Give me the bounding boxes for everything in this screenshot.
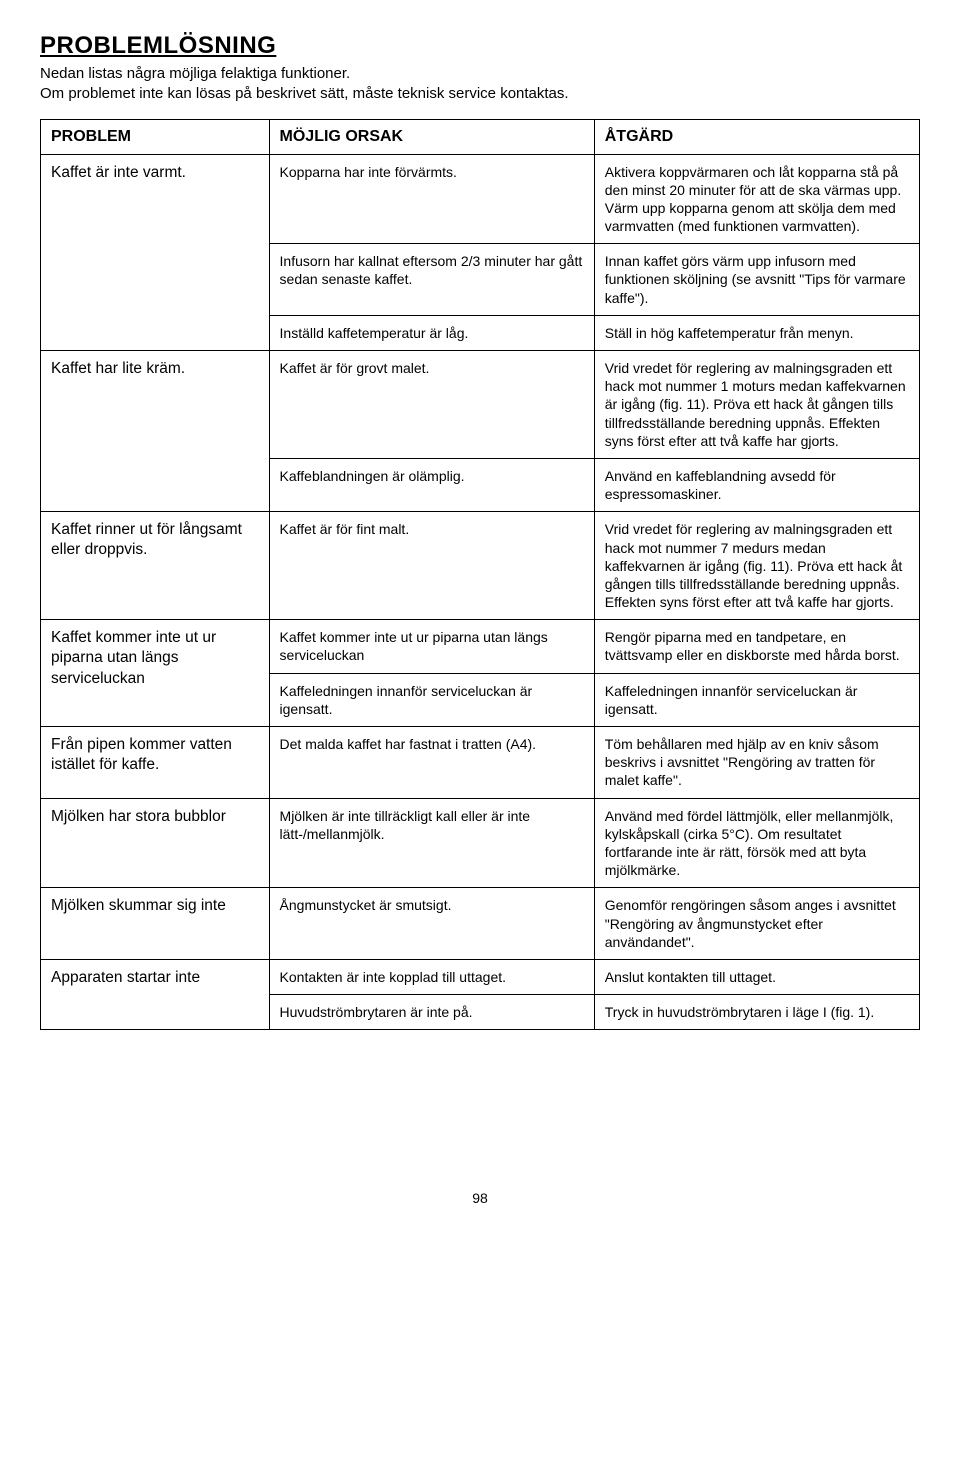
table-row: Kaffet rinner ut för långsamt eller drop… (41, 512, 920, 620)
fix-cell: Använd en kaffeblandning avsedd för espr… (594, 458, 919, 511)
cause-cell: Kaffeledningen innanför serviceluckan är… (269, 673, 594, 726)
fix-cell: Rengör piparna med en tandpetare, en tvä… (594, 620, 919, 673)
fix-cell: Vrid vredet för reglering av malningsgra… (594, 512, 919, 620)
fix-cell: Tryck in huvudströmbrytaren i läge I (fi… (594, 995, 919, 1030)
fix-cell: Anslut kontakten till uttaget. (594, 959, 919, 994)
table-header-row: PROBLEM MÖJLIG ORSAK ÅTGÄRD (41, 119, 920, 154)
intro-text: Nedan listas några möjliga felaktiga fun… (40, 64, 920, 105)
problem-cell: Kaffet är inte varmt. (41, 154, 270, 351)
fix-cell: Vrid vredet för reglering av malningsgra… (594, 351, 919, 459)
problem-cell: Apparaten startar inte (41, 959, 270, 1029)
problem-cell: Kaffet rinner ut för långsamt eller drop… (41, 512, 270, 620)
problem-cell: Kaffet har lite kräm. (41, 351, 270, 512)
problem-cell: Mjölken har stora bubblor (41, 798, 270, 888)
intro-line-2: Om problemet inte kan lösas på beskrivet… (40, 85, 569, 102)
table-row: Kaffet har lite kräm. Kaffet är för grov… (41, 351, 920, 459)
table-row: Från pipen kommer vatten istället för ka… (41, 727, 920, 799)
problem-cell: Mjölken skummar sig inte (41, 888, 270, 960)
fix-cell: Använd med fördel lättmjölk, eller mella… (594, 798, 919, 888)
problem-cell: Kaffet kommer inte ut ur piparna utan lä… (41, 620, 270, 727)
fix-cell: Kaffeledningen innanför serviceluckan är… (594, 673, 919, 726)
table-row: Mjölken har stora bubblor Mjölken är int… (41, 798, 920, 888)
fix-cell: Aktivera koppvärmaren och låt kopparna s… (594, 154, 919, 244)
fix-cell: Ställ in hög kaffetemperatur från menyn. (594, 315, 919, 350)
table-row: Apparaten startar inte Kontakten är inte… (41, 959, 920, 994)
page-number: 98 (40, 1190, 920, 1206)
cause-cell: Infusorn har kallnat eftersom 2/3 minute… (269, 244, 594, 316)
fix-cell: Genomför rengöringen såsom anges i avsni… (594, 888, 919, 960)
cause-cell: Kaffet är för grovt malet. (269, 351, 594, 459)
cause-cell: Kaffet kommer inte ut ur piparna utan lä… (269, 620, 594, 673)
cause-cell: Kopparna har inte förvärmts. (269, 154, 594, 244)
cause-cell: Huvudströmbrytaren är inte på. (269, 995, 594, 1030)
cause-cell: Ångmunstycket är smutsigt. (269, 888, 594, 960)
header-fix: ÅTGÄRD (594, 119, 919, 154)
cause-cell: Inställd kaffetemperatur är låg. (269, 315, 594, 350)
cause-cell: Kaffeblandningen är olämplig. (269, 458, 594, 511)
table-row: Kaffet kommer inte ut ur piparna utan lä… (41, 620, 920, 673)
cause-cell: Mjölken är inte tillräckligt kall eller … (269, 798, 594, 888)
intro-line-1: Nedan listas några möjliga felaktiga fun… (40, 65, 350, 82)
fix-cell: Töm behållaren med hjälp av en kniv såso… (594, 727, 919, 799)
header-cause: MÖJLIG ORSAK (269, 119, 594, 154)
troubleshooting-table: PROBLEM MÖJLIG ORSAK ÅTGÄRD Kaffet är in… (40, 119, 920, 1031)
cause-cell: Kontakten är inte kopplad till uttaget. (269, 959, 594, 994)
header-problem: PROBLEM (41, 119, 270, 154)
cause-cell: Kaffet är för fint malt. (269, 512, 594, 620)
problem-cell: Från pipen kommer vatten istället för ka… (41, 727, 270, 799)
table-row: Kaffet är inte varmt. Kopparna har inte … (41, 154, 920, 244)
page-heading: PROBLEMLÖSNING (40, 32, 920, 60)
cause-cell: Det malda kaffet har fastnat i tratten (… (269, 727, 594, 799)
fix-cell: Innan kaffet görs värm upp infusorn med … (594, 244, 919, 316)
table-row: Mjölken skummar sig inte Ångmunstycket ä… (41, 888, 920, 960)
